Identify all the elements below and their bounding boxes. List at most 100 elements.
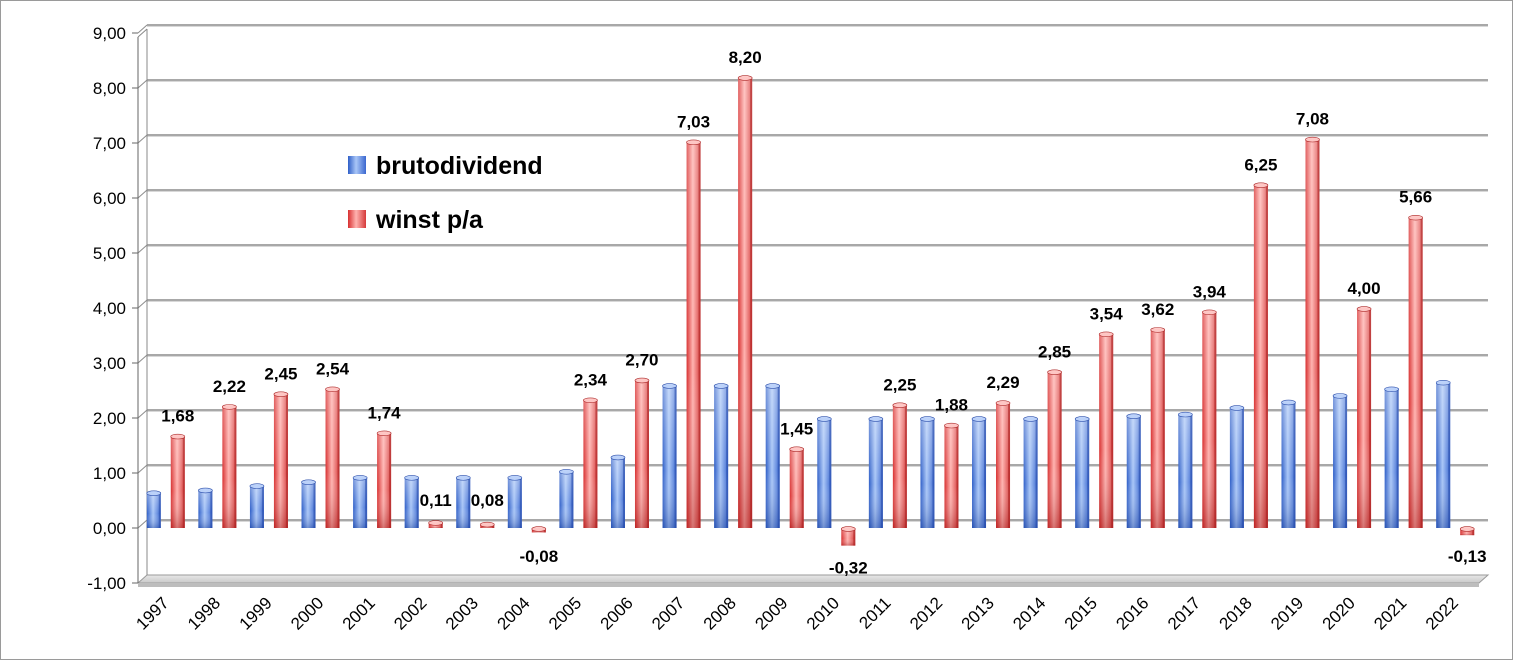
bar-brutodividend-2009 <box>765 383 781 528</box>
gridline-diagonal <box>137 519 148 529</box>
bar-winst-2022 <box>1459 526 1475 536</box>
x-tick-label: 2019 <box>1267 593 1307 633</box>
bar-brutodividend-2015 <box>1074 416 1090 528</box>
bar-winst-2021 <box>1408 215 1423 528</box>
data-label-winst-1997: 1,68 <box>161 407 194 426</box>
data-label-winst-2008: 8,20 <box>729 48 762 67</box>
data-label-winst-2018: 6,25 <box>1244 155 1277 174</box>
x-tick-label: 2012 <box>906 593 946 633</box>
gridline-diagonal <box>137 409 148 419</box>
bar-brutodividend-1998 <box>198 487 213 528</box>
y-axis: -1,00 0,00 1,00 2,00 3,00 4,00 5,00 6,00 7,00 8,0… <box>87 24 148 593</box>
x-tick-label: 1999 <box>236 593 276 633</box>
y-tick-label: 0,00 <box>93 519 126 538</box>
bar-winst-2005 <box>583 397 598 528</box>
bar-brutodividend-2011 <box>868 416 884 528</box>
y-tick-label: 1,00 <box>93 464 126 483</box>
bar-winst-2009 <box>789 446 805 528</box>
bar-winst-2001 <box>376 430 392 528</box>
data-label-winst-2014: 2,85 <box>1038 342 1071 361</box>
x-tick-label: 2007 <box>648 593 688 633</box>
bar-winst-2010 <box>840 526 856 546</box>
x-tick-label: 2016 <box>1112 593 1152 633</box>
bar-brutodividend-2014 <box>1023 416 1038 528</box>
data-label-winst-2007: 7,03 <box>677 112 710 131</box>
bar-winst-2012 <box>944 422 959 528</box>
x-tick-label: 2008 <box>700 593 740 633</box>
data-label-winst-2004: -0,08 <box>519 547 558 566</box>
bar-brutodividend-1997 <box>146 490 162 528</box>
bar-brutodividend-2001 <box>352 475 368 528</box>
bar-brutodividend-2019 <box>1281 399 1296 528</box>
x-tick-label: 2002 <box>390 593 430 633</box>
bar-winst-2011 <box>892 402 908 528</box>
gridline-diagonal <box>137 189 148 199</box>
x-tick-label: 2001 <box>339 593 379 633</box>
x-tick-label: 2011 <box>855 593 894 632</box>
gridline-diagonal <box>137 134 148 144</box>
x-tick-label: 2014 <box>1009 593 1049 633</box>
bar-winst-1998 <box>222 404 237 528</box>
gridline-diagonal <box>137 354 148 364</box>
x-tick-label: 2020 <box>1319 593 1359 633</box>
y-tick-label: 8,00 <box>93 79 126 98</box>
data-label-winst-2021: 5,66 <box>1399 188 1432 207</box>
bar-winst-2003 <box>479 521 495 528</box>
bar-brutodividend-2022 <box>1435 380 1451 528</box>
chart-floor <box>136 574 1490 587</box>
x-tick-label: 2005 <box>545 593 585 633</box>
y-tick-label: 3,00 <box>93 354 126 373</box>
y-tick-label: 4,00 <box>93 299 126 318</box>
gridline-diagonal <box>137 244 148 254</box>
bar-winst-2008 <box>737 75 753 528</box>
gridline-diagonal <box>137 79 148 89</box>
data-label-winst-2010: -0,32 <box>829 559 868 578</box>
x-axis: 1997 1998 1999 2000 2001 2002 2003 2004 2005 2006… <box>132 593 1462 633</box>
bar-winst-2015 <box>1098 331 1114 528</box>
y-tick-label: 5,00 <box>93 244 126 263</box>
gridline-diagonal <box>137 24 148 34</box>
data-label-winst-2000: 2,54 <box>316 359 350 378</box>
bar-brutodividend-2006 <box>610 454 626 528</box>
x-tick-label: 2013 <box>958 593 998 633</box>
bar-brutodividend-2002 <box>404 475 419 528</box>
data-label-winst-1998: 2,22 <box>213 377 246 396</box>
data-label-winst-2003: 0,08 <box>471 491 504 510</box>
x-tick-label: 2015 <box>1061 593 1101 633</box>
x-tick-label: 2003 <box>442 593 482 633</box>
data-label-winst-2019: 7,08 <box>1296 110 1329 129</box>
y-tick-label: 2,00 <box>93 409 126 428</box>
x-tick-label: 2000 <box>287 593 327 633</box>
bar-brutodividend-2007 <box>662 383 677 528</box>
x-tick-label: 1997 <box>132 593 172 633</box>
data-label-winst-1999: 2,45 <box>264 364 297 383</box>
bar-brutodividend-2012 <box>920 416 935 528</box>
bar-winst-2002 <box>428 520 443 528</box>
bar-brutodividend-1999 <box>249 483 265 528</box>
data-label-winst-2015: 3,54 <box>1090 304 1124 323</box>
bar-brutodividend-2010 <box>816 416 832 528</box>
legend: brutodividend winst p/a <box>348 152 543 234</box>
data-label-winst-2016: 3,62 <box>1141 300 1174 319</box>
x-tick-label: 2022 <box>1422 593 1462 633</box>
data-label-winst-2009: 1,45 <box>780 419 813 438</box>
bar-winst-2000 <box>325 386 340 528</box>
bar-winst-2013 <box>995 400 1011 528</box>
data-label-winst-2017: 3,94 <box>1193 282 1227 301</box>
data-label-winst-2012: 1,88 <box>935 396 968 415</box>
back-wall-edge <box>137 28 148 38</box>
data-labels: 1,68 2,22 2,45 2,54 1,74 0,11 0,08 -0,08 2,34 2,7… <box>161 48 1486 578</box>
data-label-winst-2001: 1,74 <box>368 403 402 422</box>
bar-winst-1997 <box>170 433 186 528</box>
bar-winst-1999 <box>273 391 289 528</box>
bar-winst-2007 <box>686 139 701 528</box>
data-label-winst-2020: 4,00 <box>1348 279 1381 298</box>
y-tick-label: 7,00 <box>93 134 126 153</box>
data-label-winst-2013: 2,29 <box>986 373 1019 392</box>
bar-winst-2016 <box>1150 327 1166 528</box>
legend-label-brutodividend: brutodividend <box>376 152 543 180</box>
legend-swatch-winst <box>348 210 366 228</box>
legend-swatch-brutodividend <box>348 156 366 174</box>
